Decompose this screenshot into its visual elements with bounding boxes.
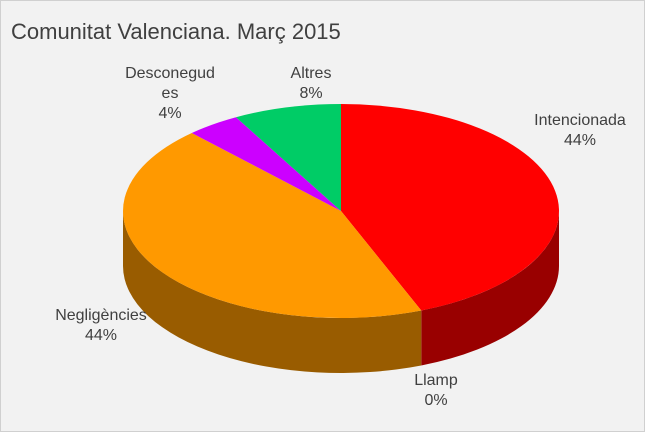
- chart-title: Comunitat Valenciana. Març 2015: [11, 19, 341, 44]
- value-label: 8%: [299, 85, 323, 102]
- data-label: Desconegudes 4%: [121, 64, 219, 124]
- value-label: 44%: [84, 327, 118, 344]
- pie-sides: [123, 211, 559, 373]
- category-label: Intencionada: [534, 112, 626, 129]
- category-label: Desconegudes: [125, 65, 215, 102]
- data-label: Altres 8%: [271, 64, 351, 104]
- slice-side: [421, 211, 559, 366]
- data-label: Intencionada 44%: [521, 111, 639, 151]
- slice-side: [123, 211, 422, 373]
- slice: [235, 104, 341, 211]
- category-label: Llamp: [414, 372, 458, 389]
- slice: [123, 133, 422, 318]
- data-label: Negligències 44%: [41, 306, 161, 346]
- value-label: 0%: [424, 392, 448, 409]
- category-label: Negligències: [55, 307, 147, 324]
- slice: [341, 104, 559, 311]
- data-label: Llamp 0%: [386, 371, 486, 411]
- value-label: 4%: [158, 105, 182, 122]
- slice: [191, 117, 341, 211]
- category-label: Altres: [290, 65, 332, 82]
- value-label: 44%: [563, 132, 597, 149]
